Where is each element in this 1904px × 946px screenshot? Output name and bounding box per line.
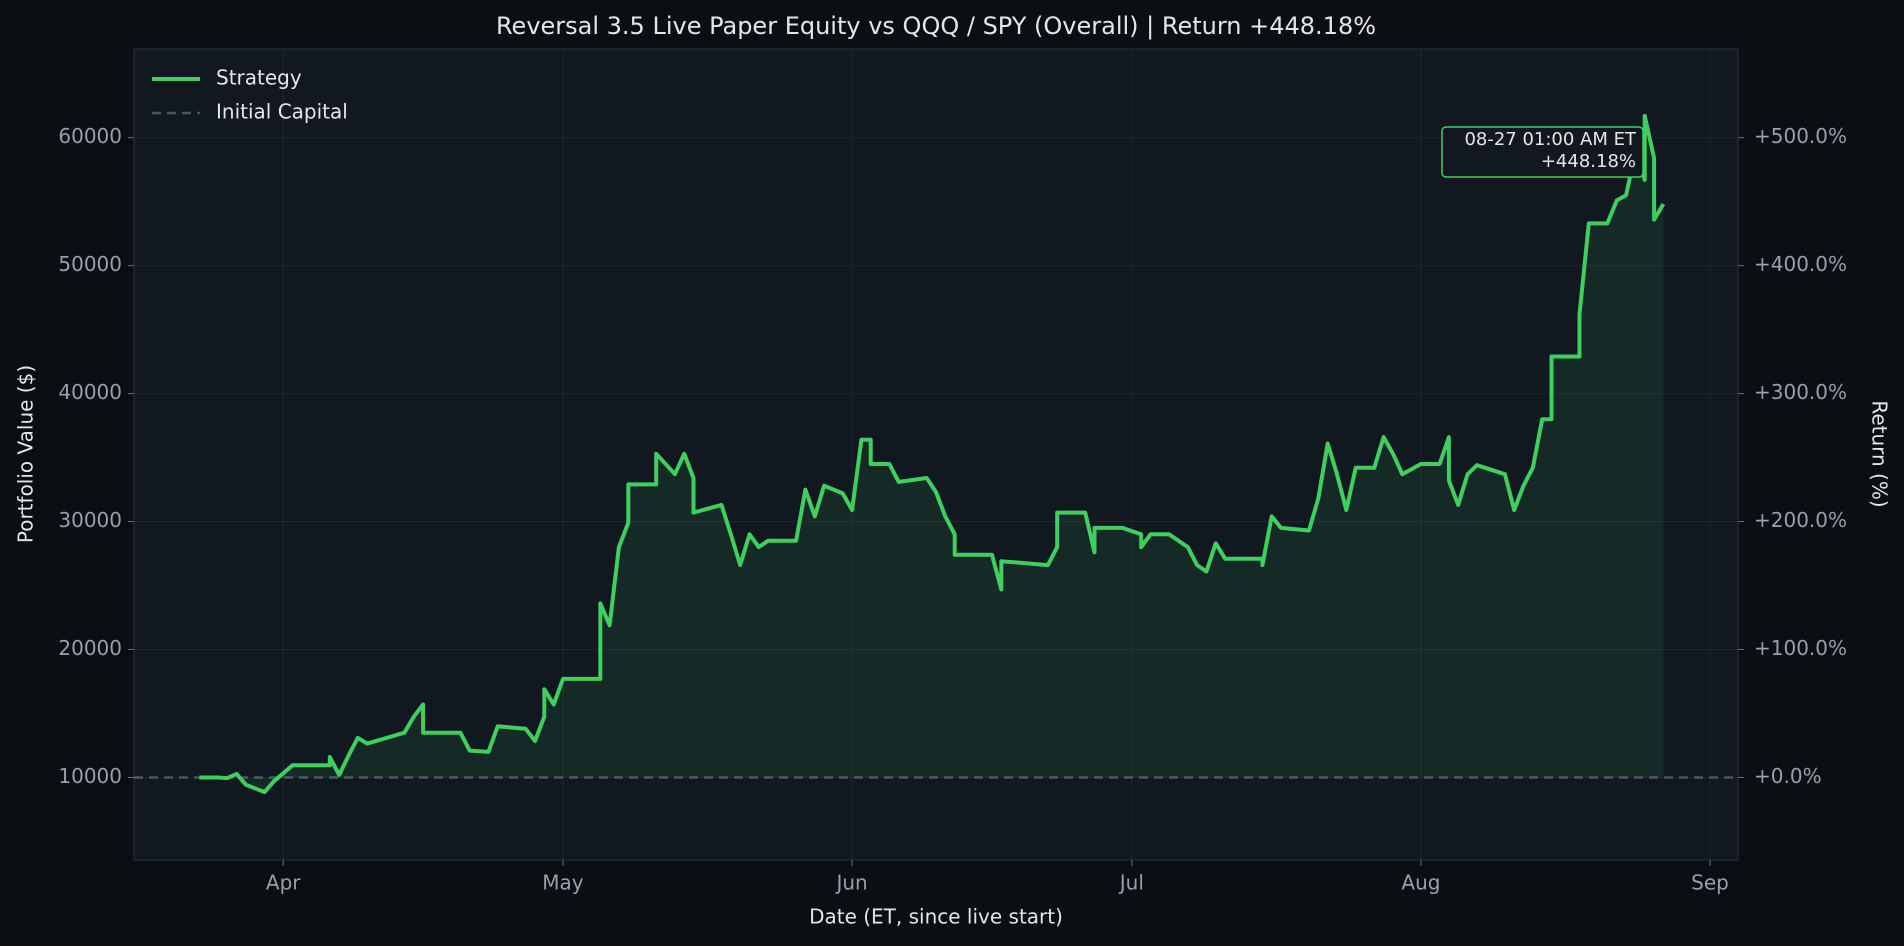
plot-area [133, 48, 1739, 861]
x-tick-label: Jun [834, 871, 867, 895]
legend-label: Strategy [216, 66, 302, 90]
x-axis-label: Date (ET, since live start) [809, 905, 1063, 929]
y2-tick-label: +200.0% [1754, 508, 1847, 532]
area [199, 115, 1664, 793]
y-tick-label: 20000 [58, 636, 122, 660]
annotation-box [1441, 126, 1644, 178]
y-tick-label: 40000 [58, 380, 122, 404]
x-tick-label: May [542, 871, 584, 895]
x-tick-label: Aug [1401, 871, 1440, 895]
y2-axis-label: Return (%) [1868, 400, 1892, 507]
x-tick-label: Sep [1691, 871, 1729, 895]
x-tick-label: Apr [266, 871, 301, 895]
annotation: 08-27 01:00 AM ET+448.18% [1441, 126, 1644, 178]
y-tick-label: 30000 [58, 508, 122, 532]
chart-title: Reversal 3.5 Live Paper Equity vs QQQ / … [496, 12, 1376, 40]
y-axis-label: Portfolio Value ($) [14, 365, 38, 543]
y-tick-label: 10000 [58, 764, 122, 788]
y-tick-label: 60000 [58, 124, 122, 148]
line [199, 113, 1666, 795]
y2-tick-label: +400.0% [1754, 252, 1847, 276]
y2-tick-label: +0.0% [1754, 764, 1822, 788]
y2-tick-label: +300.0% [1754, 380, 1847, 404]
annotation-text: +448.18% [1541, 151, 1636, 172]
y2-tick-label: +100.0% [1754, 636, 1847, 660]
y-tick-label: 50000 [58, 252, 122, 276]
y2-tick-label: +500.0% [1754, 124, 1847, 148]
legend-label: Initial Capital [216, 100, 348, 124]
x-tick-label: Jul [1118, 871, 1144, 895]
annotation-text: 08-27 01:00 AM ET [1464, 129, 1637, 150]
